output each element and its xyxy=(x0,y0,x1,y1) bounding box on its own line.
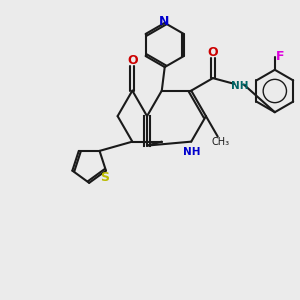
Text: O: O xyxy=(208,46,218,59)
Text: NH: NH xyxy=(231,81,248,91)
Text: NH: NH xyxy=(183,147,201,157)
Text: N: N xyxy=(159,15,169,28)
Text: F: F xyxy=(276,50,284,63)
Text: O: O xyxy=(127,54,138,67)
Text: CH₃: CH₃ xyxy=(212,137,230,147)
Text: S: S xyxy=(100,171,109,184)
